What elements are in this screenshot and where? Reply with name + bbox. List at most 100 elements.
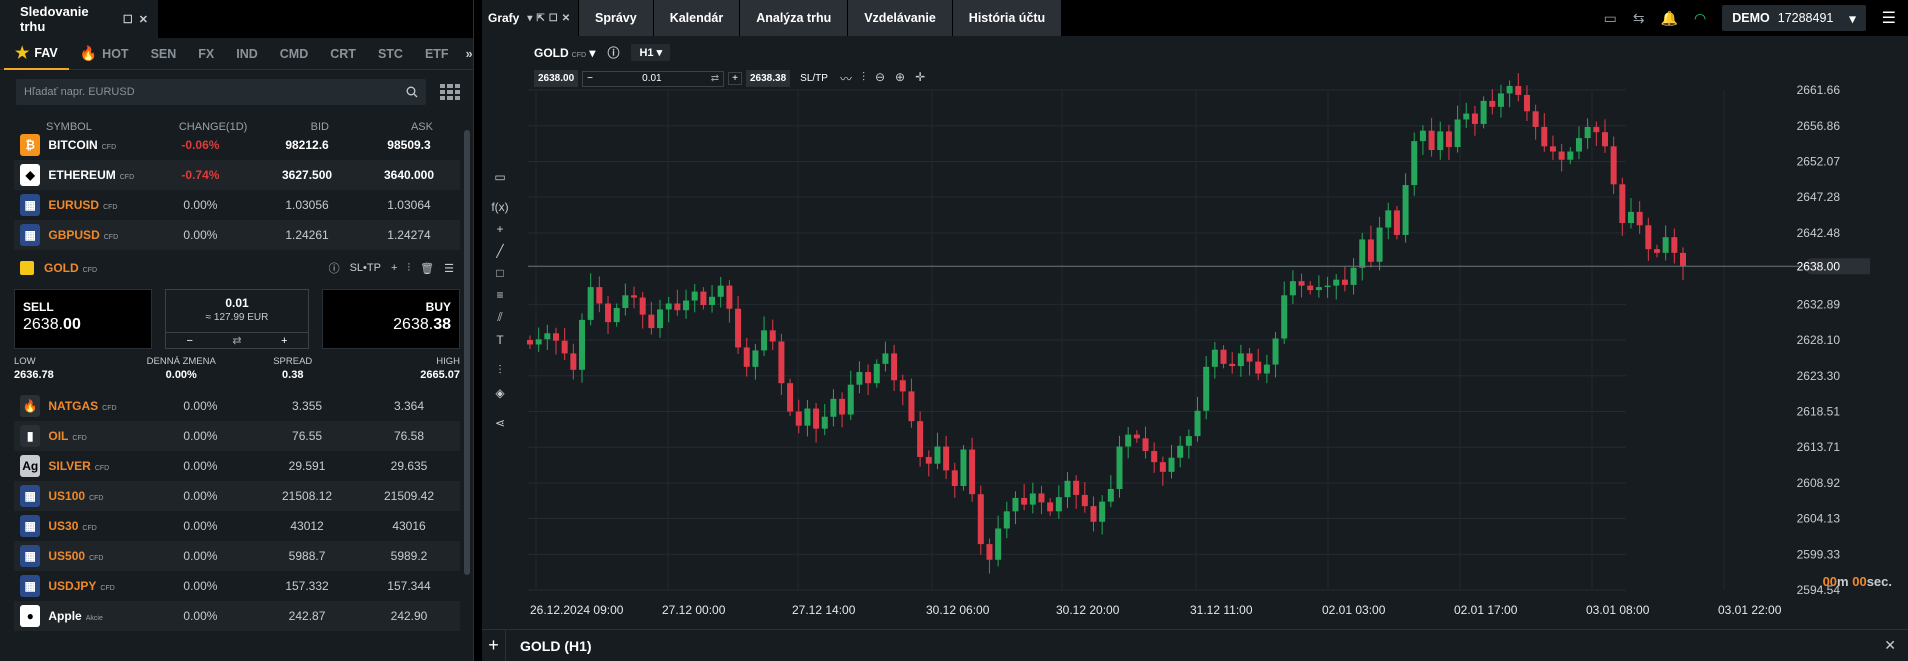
quantity-stepper[interactable]: 0.01 ≈ 127.99 EUR − ⇄ + [165, 289, 309, 349]
col-ask[interactable]: ASK [410, 121, 433, 133]
ask-value[interactable]: 1.24274 [387, 228, 431, 242]
tab-ind[interactable]: IND [236, 46, 258, 61]
layers-icon[interactable]: ◈ [495, 386, 505, 400]
candle-type-icon[interactable]: ⫶ [861, 70, 865, 84]
col-bid[interactable]: BID [310, 121, 329, 133]
search-input[interactable] [24, 86, 406, 98]
crosshair-icon[interactable]: ✛ [915, 70, 926, 84]
nav-news[interactable]: Správy [578, 0, 653, 36]
line-tool-icon[interactable]: ╱ [496, 244, 504, 258]
chart-tab-title[interactable]: GOLD (H1) [520, 637, 592, 654]
chart-icon[interactable]: ⫶ [407, 261, 411, 274]
nav-calendar[interactable]: Kalendár [652, 0, 740, 36]
ask-value[interactable]: 1.03064 [387, 198, 431, 212]
minus-icon[interactable]: − [186, 334, 193, 347]
grid-view-icon[interactable] [440, 84, 460, 100]
ask-value[interactable]: 76.58 [393, 429, 425, 443]
swap-icon[interactable]: ⇄ [710, 73, 720, 84]
fib-tool-icon[interactable]: ≡ [496, 288, 504, 302]
bid-value[interactable]: 157.332 [285, 579, 329, 593]
function-icon[interactable]: f(x) [491, 200, 509, 214]
bid-value[interactable]: 43012 [290, 519, 324, 533]
tab-crt[interactable]: CRT [330, 46, 356, 61]
bid-value[interactable]: 98212.6 [285, 138, 329, 152]
tab-sen[interactable]: SEN [150, 46, 177, 61]
bid-value[interactable]: 3627.500 [282, 168, 333, 182]
tab-fx[interactable]: FX [198, 46, 215, 61]
bid-value[interactable]: 5988.7 [288, 549, 326, 563]
pitchfork-tool-icon[interactable]: ⫽ [497, 310, 503, 324]
popout-icon[interactable]: ⇱ [536, 12, 545, 24]
timeframe-selector[interactable]: H1 ▾ [631, 44, 671, 61]
search-icon[interactable] [406, 86, 418, 98]
bid-value[interactable]: 29.591 [288, 459, 326, 473]
watchlist-row[interactable]: ▦ US500 CFD 0.00% 5988.7 5989.2 [14, 541, 460, 571]
watchlist-row[interactable]: ▦ EURUSD CFD 0.00% 1.03056 1.03064 [14, 190, 460, 220]
watchlist-tab[interactable]: Sledovanie trhu ☐ ✕ [0, 0, 158, 38]
watchlist-row[interactable]: ● Apple Akcie 0.00% 242.87 242.90 [14, 601, 460, 631]
watchlist-row[interactable]: ▮ OIL CFD 0.00% 76.55 76.58 [14, 421, 460, 451]
watchlist-row[interactable]: ▦ GBPUSD CFD 0.00% 1.24261 1.24274 [14, 220, 460, 250]
gold-row-expanded[interactable]: GOLD CFD ⓘ SL•TP + ⫶ 🗑 ☰ [14, 253, 460, 283]
watchlist-row[interactable]: Ag SILVER CFD 0.00% 29.591 29.635 [14, 451, 460, 481]
bid-value[interactable]: 1.24261 [285, 228, 329, 242]
tab-etf[interactable]: ETF [424, 46, 449, 61]
transfer-icon[interactable]: ⇆ [1632, 9, 1645, 26]
quick-sell-price[interactable]: 2638.00 [534, 70, 579, 87]
nav-market-analysis[interactable]: Analýza trhu [739, 0, 848, 36]
bid-value[interactable]: 1.03056 [285, 198, 329, 212]
watchlist-row[interactable]: ▦ US100 CFD 0.00% 21508.12 21509.42 [14, 481, 460, 511]
buy-button[interactable]: BUY 2638.38 [322, 289, 460, 349]
ask-value[interactable]: 5989.2 [390, 549, 428, 563]
shape-tool-icon[interactable]: □ [496, 266, 504, 280]
crosshair-tool-icon[interactable]: + [496, 222, 504, 236]
plus-icon[interactable]: + [281, 334, 288, 347]
info-icon[interactable]: ⓘ [328, 263, 340, 275]
tab-cmd[interactable]: CMD [279, 46, 309, 61]
watchlist-row[interactable]: ▦ US30 CFD 0.00% 43012 43016 [14, 511, 460, 541]
watchlist-row[interactable]: ◆ ETHEREUM CFD -0.74% 3627.500 3640.000 [14, 160, 460, 190]
tabs-more-icon[interactable]: » [465, 46, 473, 61]
bid-value[interactable]: 242.87 [288, 609, 326, 623]
qty-value[interactable]: 0.01 [225, 296, 249, 310]
watchlist-row[interactable]: ₿ BITCOIN CFD -0.06% 98212.6 98509.3 [14, 130, 460, 160]
close-icon[interactable]: ✕ [561, 12, 571, 24]
ask-value[interactable]: 29.635 [390, 459, 428, 473]
quick-buy-price[interactable]: 2638.38 [746, 70, 791, 87]
indicator-tool-icon[interactable]: ⫶ [498, 363, 502, 377]
line-chart-icon[interactable]: 〰 [839, 72, 852, 86]
tab-fav[interactable]: ★ FAV [4, 38, 69, 70]
add-chart-button[interactable]: + [482, 629, 506, 661]
tab-hot[interactable]: 🔥 HOT [79, 45, 129, 61]
sltp-label[interactable]: SL•TP [349, 262, 381, 274]
nav-education[interactable]: Vzdelávanie [847, 0, 952, 36]
col-symbol[interactable]: SYMBOL [46, 121, 92, 133]
price-chart[interactable]: 2661.66 2656.86 2652.07 2647.28 2642.48 2632.… [518, 36, 1908, 629]
ask-value[interactable]: 21509.42 [383, 489, 435, 503]
minus-icon[interactable]: − [587, 73, 593, 84]
quick-qty-input[interactable]: −0.01 ⇄ [582, 70, 725, 87]
tab-stc[interactable]: STC [377, 46, 403, 61]
watchlist-row[interactable]: 🔥 NATGAS CFD 0.00% 3.355 3.364 [14, 391, 460, 421]
bid-value[interactable]: 21508.12 [282, 489, 333, 503]
watchlist-scrollbar[interactable] [464, 130, 470, 575]
swap-icon[interactable]: ⇄ [232, 335, 242, 347]
col-change[interactable]: CHANGE(1D) [178, 121, 248, 133]
bid-value[interactable]: 3.355 [292, 399, 323, 413]
layout-icon[interactable]: ▭ [1603, 9, 1617, 26]
close-icon[interactable]: ✕ [1884, 637, 1896, 653]
ask-value[interactable]: 43016 [392, 519, 426, 533]
rectangle-tool-icon[interactable]: ▭ [494, 170, 506, 184]
ask-value[interactable]: 98509.3 [387, 138, 431, 152]
sltp-button[interactable]: SL/TP [800, 73, 828, 84]
dropdown-icon[interactable]: ▾ [527, 12, 533, 24]
ask-value[interactable]: 3640.000 [383, 168, 435, 182]
instrument-selector[interactable]: GOLD CFD ▾ [534, 45, 596, 60]
ask-value[interactable]: 157.344 [387, 579, 431, 593]
nav-account-history[interactable]: História účtu [951, 0, 1062, 36]
zoom-in-icon[interactable]: ⊕ [895, 70, 906, 84]
zoom-out-icon[interactable]: ⊖ [874, 70, 886, 84]
tab-charts[interactable]: Grafy ▾ ⇱ ☐ ✕ [482, 0, 578, 36]
maximize-icon[interactable]: ☐ [122, 13, 133, 26]
close-icon[interactable]: ✕ [138, 13, 148, 26]
